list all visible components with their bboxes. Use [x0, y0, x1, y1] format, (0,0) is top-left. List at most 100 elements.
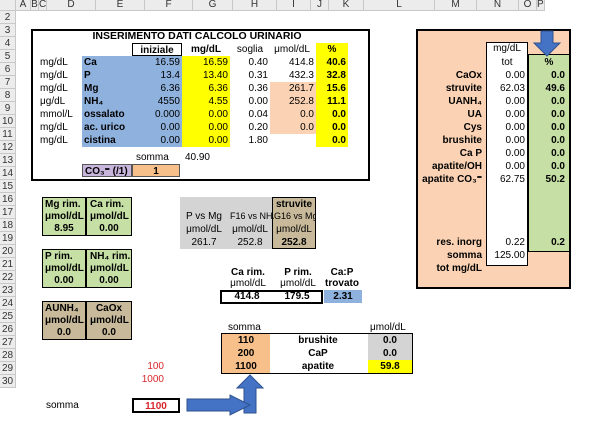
right-item-label: struvite: [445, 83, 482, 94]
column-header-l[interactable]: L: [364, 0, 435, 11]
mgdl-value: 13.40: [182, 69, 230, 82]
iniziale-input[interactable]: 0.00: [132, 134, 182, 147]
header-pct: %: [316, 43, 348, 56]
right-item-label: brushite: [442, 135, 482, 146]
row-header-6[interactable]: 6: [0, 63, 16, 76]
somma-value: 40.90: [184, 152, 210, 163]
p-vs-mg-unit: μmol/dL: [186, 224, 222, 235]
bottom-value: 0.0: [368, 334, 412, 347]
column-header-h[interactable]: H: [233, 0, 277, 11]
header-umol: μmol/dL: [274, 44, 310, 55]
ca-rim-value: 0.00: [99, 223, 119, 234]
iniziale-input[interactable]: 0.00: [132, 121, 182, 134]
right-item-pct: 0.0: [551, 148, 565, 159]
row-header-13[interactable]: 13: [0, 154, 16, 167]
right-item-label: UA: [467, 109, 482, 120]
right-item-pct: 0.0: [551, 70, 565, 81]
mgdl-value: 4.55: [182, 95, 230, 108]
struvite-box: [272, 197, 316, 249]
column-header-e[interactable]: E: [96, 0, 145, 11]
column-header-g[interactable]: G: [193, 0, 233, 11]
iniziale-input[interactable]: 6.36: [132, 82, 182, 95]
right-item-tot: 0.00: [505, 135, 525, 146]
g16-vs-mg-label: G16 vs Mg: [274, 211, 316, 221]
ca-rim-unit: μmol/dL: [90, 211, 129, 222]
unit-cell: mg/dL: [40, 135, 68, 146]
row-header-23[interactable]: 23: [0, 284, 16, 297]
bottom-name: brushite: [270, 334, 366, 347]
column-header-f[interactable]: F: [145, 0, 193, 11]
row-header-3[interactable]: 3: [0, 24, 16, 37]
row-header-25[interactable]: 25: [0, 310, 16, 323]
row-header-29[interactable]: 29: [0, 362, 16, 375]
iniziale-input[interactable]: 0.000: [132, 108, 182, 121]
row-header-17[interactable]: 17: [0, 206, 16, 219]
row-header-22[interactable]: 22: [0, 271, 16, 284]
nh4-rim-unit: μmol/dL: [90, 263, 129, 274]
column-header-p[interactable]: P: [537, 0, 545, 11]
f16-vs-nh4-unit: μmol/dL: [232, 224, 268, 235]
bottom-key: 200: [222, 347, 270, 360]
row-header-4[interactable]: 4: [0, 37, 16, 50]
row-header-11[interactable]: 11: [0, 128, 16, 141]
umol-value: 414.8: [288, 57, 314, 68]
soglia-value: 1.80: [248, 135, 268, 146]
soglia-value: 0.31: [248, 70, 268, 81]
co3-input[interactable]: 1: [132, 164, 180, 177]
column-header-k[interactable]: K: [329, 0, 364, 11]
row-header-15[interactable]: 15: [0, 180, 16, 193]
right-item-label: Cys: [463, 122, 482, 133]
row-header-7[interactable]: 7: [0, 76, 16, 89]
row-header-9[interactable]: 9: [0, 102, 16, 115]
row-header-21[interactable]: 21: [0, 258, 16, 271]
column-header-i[interactable]: I: [277, 0, 311, 11]
unit-cell: mg/dL: [40, 70, 68, 81]
iniziale-input[interactable]: 13.4: [132, 69, 182, 82]
column-header-j[interactable]: J: [311, 0, 329, 11]
element-name: Mg: [82, 82, 132, 95]
column-header-a[interactable]: A: [16, 0, 31, 11]
row-header-27[interactable]: 27: [0, 336, 16, 349]
iniziale-input[interactable]: 4550: [132, 95, 182, 108]
unit-cell: mmol/L: [40, 109, 73, 120]
row-header-24[interactable]: 24: [0, 297, 16, 310]
row-header-8[interactable]: 8: [0, 89, 16, 102]
row-header-19[interactable]: 19: [0, 232, 16, 245]
column-header-o[interactable]: O: [519, 0, 537, 11]
pct-value: 11.1: [316, 95, 348, 108]
row-header-30[interactable]: 30: [0, 375, 16, 388]
p-rim-label: P rim.: [45, 251, 73, 262]
p-rim-value: 0.00: [54, 275, 74, 286]
row-header-20[interactable]: 20: [0, 245, 16, 258]
row-header-2[interactable]: 2: [0, 11, 16, 24]
select-all-corner[interactable]: [0, 0, 16, 11]
res-inorg-tot: 0.22: [505, 237, 525, 248]
right-item-pct: 50.2: [545, 174, 565, 185]
column-header-m[interactable]: M: [435, 0, 477, 11]
column-header-n[interactable]: N: [477, 0, 519, 11]
aunh4-box: [42, 301, 86, 340]
row-header-28[interactable]: 28: [0, 349, 16, 362]
row-header-26[interactable]: 26: [0, 323, 16, 336]
column-header-b[interactable]: B: [31, 0, 39, 11]
iniziale-input[interactable]: 16.59: [132, 56, 182, 69]
right-somma-value: 125.00: [494, 250, 525, 261]
row29-somma-value: 1100: [132, 398, 180, 413]
row-header-5[interactable]: 5: [0, 50, 16, 63]
right-item-tot: 0.00: [505, 122, 525, 133]
pct-value: 15.6: [316, 82, 348, 95]
row-header-12[interactable]: 12: [0, 141, 16, 154]
nh4-rim-label: NH₄ rim.: [90, 251, 130, 262]
main-table-frame: [31, 29, 370, 181]
element-name: Ca: [82, 56, 132, 69]
column-header-c[interactable]: C: [39, 0, 47, 11]
right-header-tot: tot: [501, 57, 513, 68]
right-item-tot: 0.00: [505, 161, 525, 172]
right-somma-label: somma: [446, 250, 482, 261]
row-header-14[interactable]: 14: [0, 167, 16, 180]
row-header-16[interactable]: 16: [0, 193, 16, 206]
pct-value: 32.8: [316, 69, 348, 82]
row-header-18[interactable]: 18: [0, 219, 16, 232]
row-header-10[interactable]: 10: [0, 115, 16, 128]
column-header-d[interactable]: D: [47, 0, 96, 11]
